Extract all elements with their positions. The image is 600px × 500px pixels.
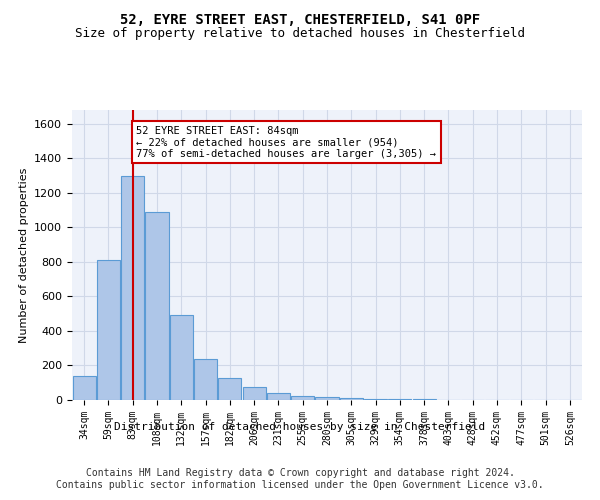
Bar: [170, 316, 193, 400]
Bar: [121, 176, 144, 400]
Bar: [364, 398, 387, 400]
Y-axis label: Number of detached properties: Number of detached properties: [19, 168, 29, 342]
Bar: [97, 260, 120, 400]
Bar: [242, 387, 266, 400]
Text: Distribution of detached houses by size in Chesterfield: Distribution of detached houses by size …: [115, 422, 485, 432]
Bar: [316, 398, 338, 400]
Bar: [388, 399, 412, 400]
Text: Contains HM Land Registry data © Crown copyright and database right 2024.
Contai: Contains HM Land Registry data © Crown c…: [56, 468, 544, 490]
Bar: [340, 398, 363, 400]
Text: 52 EYRE STREET EAST: 84sqm
← 22% of detached houses are smaller (954)
77% of sem: 52 EYRE STREET EAST: 84sqm ← 22% of deta…: [136, 126, 436, 158]
Bar: [194, 358, 217, 400]
Bar: [267, 393, 290, 400]
Text: Size of property relative to detached houses in Chesterfield: Size of property relative to detached ho…: [75, 28, 525, 40]
Bar: [218, 378, 241, 400]
Bar: [291, 396, 314, 400]
Bar: [145, 212, 169, 400]
Text: 52, EYRE STREET EAST, CHESTERFIELD, S41 0PF: 52, EYRE STREET EAST, CHESTERFIELD, S41 …: [120, 12, 480, 26]
Bar: [73, 376, 95, 400]
